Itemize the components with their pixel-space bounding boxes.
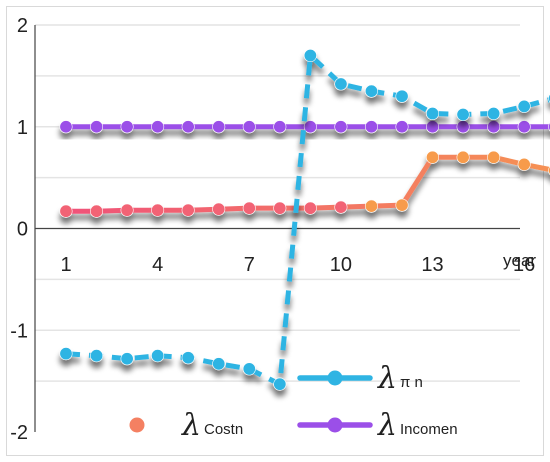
x-tick-label: 1 [60, 254, 71, 276]
data-point [426, 107, 438, 119]
legend-symbol: λ [181, 408, 201, 443]
x-tick-label: 10 [330, 254, 352, 276]
data-point [151, 204, 163, 216]
x-axis-label: year [503, 251, 536, 270]
y-tick-label: -1 [10, 320, 28, 342]
data-point [274, 202, 286, 214]
data-point [304, 49, 316, 61]
data-point [60, 205, 72, 217]
legend-item: λ Costn [102, 408, 243, 443]
data-point [426, 151, 438, 163]
data-point [335, 201, 347, 213]
data-point [304, 121, 316, 133]
data-point [213, 121, 225, 133]
y-tick-label: -2 [10, 422, 28, 444]
data-point [518, 121, 530, 133]
data-point [151, 349, 163, 361]
legend-label: π n [400, 374, 423, 391]
data-point [518, 158, 530, 170]
data-point [274, 121, 286, 133]
data-point [487, 151, 499, 163]
x-tick-label: 4 [152, 254, 163, 276]
data-point [365, 85, 377, 97]
data-point [396, 199, 408, 211]
data-point [487, 121, 499, 133]
data-point [335, 78, 347, 90]
legend-label: Costn [204, 421, 243, 438]
data-point [182, 204, 194, 216]
data-point [243, 363, 255, 375]
y-tick-label: 2 [17, 15, 28, 37]
series-group [60, 49, 550, 390]
data-point [457, 121, 469, 133]
data-point [396, 121, 408, 133]
data-point [90, 121, 102, 133]
y-tick-label: 1 [17, 117, 28, 139]
legend-item: λ Incomen [300, 408, 458, 443]
data-point [151, 121, 163, 133]
data-point [365, 121, 377, 133]
data-point [60, 347, 72, 359]
data-point [457, 108, 469, 120]
data-point [182, 121, 194, 133]
data-point [60, 121, 72, 133]
legend-symbol: λ [377, 408, 397, 443]
data-point [396, 90, 408, 102]
data-point [121, 353, 133, 365]
data-point [274, 378, 286, 390]
x-tick-label: 7 [244, 254, 255, 276]
legend-symbol: λ [377, 361, 397, 396]
legend-swatch-marker [328, 371, 343, 386]
x-tick-label: 13 [421, 254, 443, 276]
legend-swatch-marker [130, 418, 145, 433]
legend-label: Incomen [400, 421, 458, 438]
data-point [243, 202, 255, 214]
data-point [90, 349, 102, 361]
data-point [90, 205, 102, 217]
data-point [365, 200, 377, 212]
data-point [243, 121, 255, 133]
data-point [121, 204, 133, 216]
data-point [121, 121, 133, 133]
data-point [487, 107, 499, 119]
y-tick-label: 0 [17, 219, 28, 241]
data-point [182, 352, 194, 364]
data-point [426, 121, 438, 133]
data-point [335, 121, 347, 133]
series-line [66, 56, 550, 385]
data-point [213, 203, 225, 215]
data-point [518, 100, 530, 112]
legend-swatch-marker [328, 418, 343, 433]
series-group [60, 151, 550, 217]
data-point [457, 151, 469, 163]
series-layer [60, 49, 550, 390]
data-point [304, 202, 316, 214]
data-point [213, 358, 225, 370]
